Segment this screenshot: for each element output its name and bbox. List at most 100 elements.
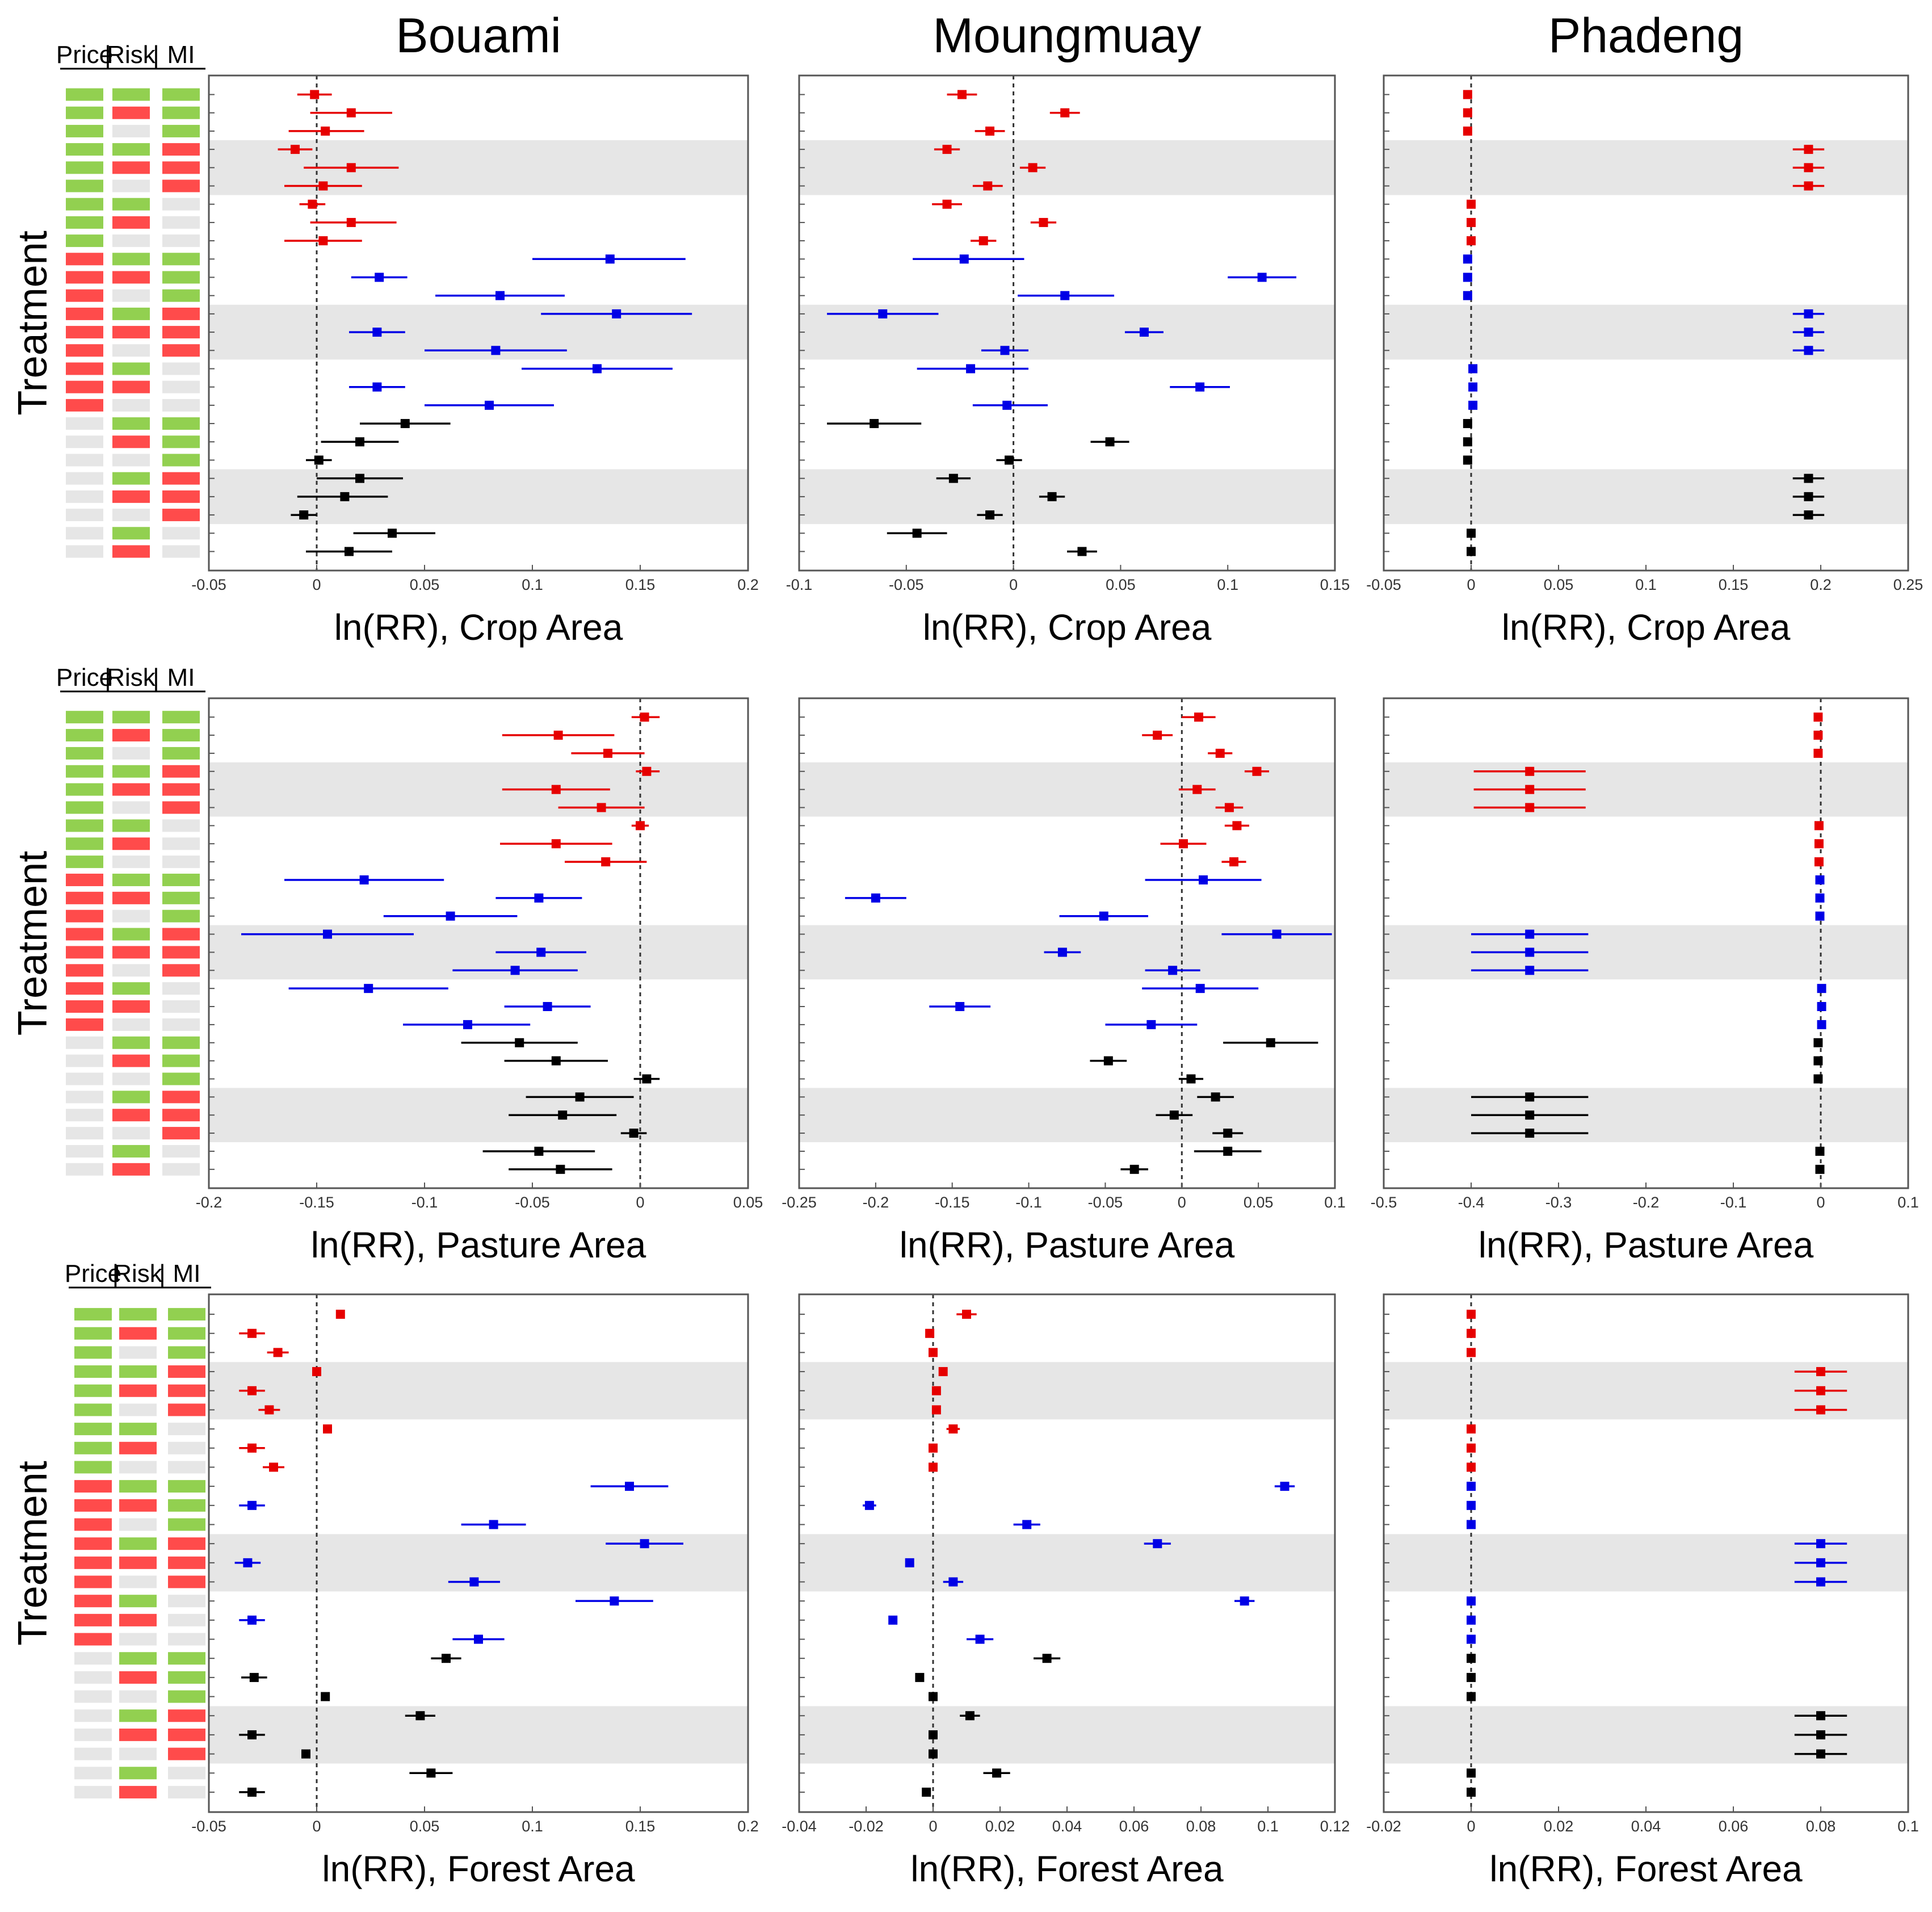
data-point (1153, 1539, 1162, 1549)
data-point (948, 473, 958, 483)
matrix-cell (112, 729, 150, 742)
data-point (1467, 1500, 1476, 1510)
matrix-cell (74, 1461, 112, 1474)
x-tick-label: 0.04 (1052, 1818, 1082, 1835)
matrix-cell (119, 1747, 157, 1760)
panel-moungmuay-crop-area: -0.1 -0.05 0 0.05 0.1 0.15 ln(RR), Crop Area (786, 74, 1350, 648)
data-point (323, 1424, 332, 1434)
x-tick-label: -0.5 (1371, 1194, 1397, 1211)
matrix-cell (66, 380, 103, 393)
data-point (605, 254, 615, 264)
matrix-cell (66, 545, 103, 558)
matrix-cell (162, 362, 200, 375)
matrix-header-separator: | (153, 41, 159, 69)
data-point (1468, 382, 1478, 392)
matrix-cell (112, 819, 150, 832)
data-point (1005, 455, 1014, 465)
x-tick-label: -0.3 (1545, 1194, 1572, 1211)
x-tick-label: 0.12 (1320, 1818, 1350, 1835)
group-band (1384, 140, 1908, 195)
x-tick-label: 0.2 (737, 1818, 759, 1835)
x-tick-label: -0.05 (191, 1818, 226, 1835)
data-point (1525, 947, 1535, 957)
data-point (1467, 236, 1476, 246)
x-tick-label: 0.05 (1106, 576, 1136, 593)
data-point (321, 1692, 330, 1701)
data-point (983, 181, 993, 191)
data-point (625, 1482, 634, 1491)
data-point (1467, 1596, 1476, 1606)
data-point (1000, 346, 1010, 355)
x-tick-label: -0.1 (1720, 1194, 1747, 1211)
matrix-cell (119, 1365, 157, 1378)
data-point (1257, 272, 1267, 282)
data-point (962, 1310, 971, 1319)
data-point (1467, 1654, 1476, 1663)
matrix-header-mi: MI (167, 664, 195, 691)
matrix-cell (168, 1461, 205, 1474)
data-point (1105, 437, 1115, 447)
data-point (359, 875, 369, 884)
data-point (1467, 1672, 1476, 1682)
data-point (1463, 272, 1472, 282)
matrix-cell (112, 527, 150, 540)
data-point (558, 1110, 568, 1120)
matrix-cell (74, 1499, 112, 1512)
data-point (1192, 785, 1202, 794)
matrix-cell (66, 1000, 103, 1013)
data-point (375, 272, 384, 282)
matrix-cell (74, 1652, 112, 1665)
group-band (1384, 469, 1908, 525)
matrix-cell (112, 216, 150, 229)
matrix-header-mi: MI (173, 1260, 201, 1288)
x-tick-label: 0.08 (1806, 1818, 1836, 1835)
data-point (1467, 1615, 1476, 1625)
data-point (871, 893, 880, 903)
matrix-cell (162, 1091, 200, 1104)
matrix-cell (168, 1327, 205, 1340)
matrix-cell (112, 509, 150, 522)
plot-frame (798, 697, 1336, 1189)
data-point (1463, 90, 1472, 99)
data-point (247, 1386, 257, 1395)
matrix-cell (66, 472, 103, 485)
matrix-cell (66, 1163, 103, 1176)
data-point (355, 473, 364, 483)
x-tick-label: 0.1 (1217, 576, 1238, 593)
x-axis-label: ln(RR), Pasture Area (900, 1225, 1235, 1265)
x-tick-label: 0.1 (522, 576, 543, 593)
data-point (551, 785, 561, 794)
data-point (1813, 731, 1823, 740)
data-point (640, 1539, 649, 1549)
matrix-cell (112, 873, 150, 886)
matrix-cell (112, 490, 150, 503)
matrix-cell (112, 946, 150, 959)
data-point (1467, 1348, 1476, 1357)
data-point (1467, 529, 1476, 538)
matrix-cell (162, 198, 200, 211)
data-point (346, 163, 356, 173)
matrix-cell (162, 527, 200, 540)
x-tick-label: 0.15 (1320, 576, 1350, 593)
data-point (1028, 163, 1038, 173)
matrix-cell (66, 179, 103, 192)
panel-phadeng-pasture-area: -0.5 -0.4 -0.3 -0.2 -0.1 0 0.1 ln(RR), Pasture … (1371, 697, 1919, 1265)
data-point (912, 529, 922, 538)
x-tick-label: 0 (1467, 576, 1475, 593)
data-point (318, 181, 328, 191)
x-tick-label: 0.05 (410, 576, 440, 593)
matrix-cell (112, 1144, 150, 1158)
matrix-cell (162, 1144, 200, 1158)
x-tick-label: -0.05 (191, 576, 226, 593)
x-tick-label: 0.1 (522, 1818, 543, 1835)
matrix-cell (74, 1575, 112, 1588)
data-point (1813, 1038, 1823, 1047)
data-point (601, 857, 611, 867)
matrix-cell (112, 964, 150, 977)
x-tick-label: -0.1 (1015, 1194, 1042, 1211)
matrix-cell (168, 1480, 205, 1493)
x-tick-label: 0.1 (1635, 576, 1657, 593)
data-point (1139, 328, 1149, 337)
matrix-cell (66, 198, 103, 211)
data-point (340, 492, 350, 501)
